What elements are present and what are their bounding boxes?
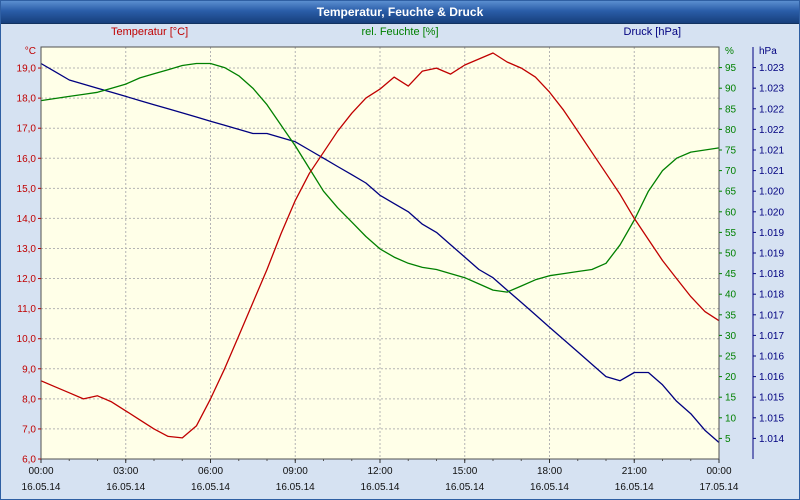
svg-text:9,0: 9,0 xyxy=(22,364,36,375)
svg-text:13,0: 13,0 xyxy=(17,244,37,255)
svg-text:1.023: 1.023 xyxy=(759,63,784,74)
svg-text:95: 95 xyxy=(725,63,737,74)
svg-text:16.05.14: 16.05.14 xyxy=(106,482,145,493)
svg-text:16.05.14: 16.05.14 xyxy=(361,482,400,493)
svg-text:1.023: 1.023 xyxy=(759,84,784,95)
svg-text:1.015: 1.015 xyxy=(759,413,784,424)
window-title: Temperatur, Feuchte & Druck xyxy=(1,1,799,24)
svg-text:15,0: 15,0 xyxy=(17,184,37,195)
svg-text:16.05.14: 16.05.14 xyxy=(615,482,654,493)
svg-text:00:00: 00:00 xyxy=(706,466,731,477)
svg-text:80: 80 xyxy=(725,125,737,136)
svg-text:1.017: 1.017 xyxy=(759,310,784,321)
svg-text:17,0: 17,0 xyxy=(17,124,37,135)
humidity-axis-title: rel. Feuchte [%] xyxy=(361,26,439,38)
svg-text:85: 85 xyxy=(725,104,737,115)
svg-text:65: 65 xyxy=(725,187,737,198)
svg-text:1.018: 1.018 xyxy=(759,269,784,280)
svg-text:15: 15 xyxy=(725,393,737,404)
svg-text:16.05.14: 16.05.14 xyxy=(276,482,315,493)
svg-text:1.016: 1.016 xyxy=(759,352,784,363)
svg-text:40: 40 xyxy=(725,290,737,301)
svg-text:75: 75 xyxy=(725,146,737,157)
svg-text:03:00: 03:00 xyxy=(113,466,138,477)
svg-text:06:00: 06:00 xyxy=(198,466,223,477)
temperature-axis-title: Temperatur [°C] xyxy=(111,26,189,38)
svg-text:55: 55 xyxy=(725,228,737,239)
svg-text:30: 30 xyxy=(725,331,737,342)
svg-text:1.020: 1.020 xyxy=(759,207,784,218)
svg-text:1.016: 1.016 xyxy=(759,372,784,383)
svg-text:50: 50 xyxy=(725,249,737,260)
svg-text:25: 25 xyxy=(725,352,737,363)
svg-text:10: 10 xyxy=(725,413,737,424)
svg-text:18,0: 18,0 xyxy=(17,94,37,105)
svg-text:5: 5 xyxy=(725,434,731,445)
svg-text:1.017: 1.017 xyxy=(759,331,784,342)
svg-text:17.05.14: 17.05.14 xyxy=(700,482,739,493)
svg-text:18:00: 18:00 xyxy=(537,466,562,477)
svg-text:1.022: 1.022 xyxy=(759,125,784,136)
svg-text:35: 35 xyxy=(725,310,737,321)
svg-text:21:00: 21:00 xyxy=(622,466,647,477)
svg-text:1.015: 1.015 xyxy=(759,393,784,404)
svg-text:1.020: 1.020 xyxy=(759,187,784,198)
svg-text:10,0: 10,0 xyxy=(17,334,37,345)
svg-text:8,0: 8,0 xyxy=(22,394,36,405)
svg-text:12:00: 12:00 xyxy=(367,466,392,477)
svg-text:16.05.14: 16.05.14 xyxy=(191,482,230,493)
svg-text:19,0: 19,0 xyxy=(17,64,37,75)
svg-text:1.018: 1.018 xyxy=(759,290,784,301)
svg-text:00:00: 00:00 xyxy=(28,466,53,477)
svg-text:hPa: hPa xyxy=(759,46,777,57)
svg-text:09:00: 09:00 xyxy=(283,466,308,477)
svg-text:45: 45 xyxy=(725,269,737,280)
svg-text:1.019: 1.019 xyxy=(759,228,784,239)
svg-text:°C: °C xyxy=(25,46,36,57)
svg-text:1.021: 1.021 xyxy=(759,146,784,157)
svg-text:%: % xyxy=(725,46,734,57)
svg-text:15:00: 15:00 xyxy=(452,466,477,477)
axis-titles-row: Temperatur [°C] rel. Feuchte [%] Druck [… xyxy=(1,26,799,40)
pressure-axis-title: Druck [hPa] xyxy=(623,26,681,38)
svg-text:7,0: 7,0 xyxy=(22,424,36,435)
svg-text:1.014: 1.014 xyxy=(759,434,784,445)
svg-text:1.019: 1.019 xyxy=(759,249,784,260)
svg-text:20: 20 xyxy=(725,372,737,383)
svg-text:16.05.14: 16.05.14 xyxy=(445,482,484,493)
svg-text:11,0: 11,0 xyxy=(17,304,36,315)
chart-plot: 19,0 18,0 17,0 16,0 15,0 14,0 13,0 12,0 11,0 10,0… xyxy=(17,46,785,493)
svg-text:16.05.14: 16.05.14 xyxy=(22,482,61,493)
svg-text:16,0: 16,0 xyxy=(17,154,37,165)
svg-text:16.05.14: 16.05.14 xyxy=(530,482,569,493)
svg-text:14,0: 14,0 xyxy=(17,214,37,225)
svg-text:1.022: 1.022 xyxy=(759,104,784,115)
svg-text:12,0: 12,0 xyxy=(17,274,37,285)
svg-text:70: 70 xyxy=(725,166,737,177)
svg-text:6,0: 6,0 xyxy=(22,455,36,466)
svg-text:90: 90 xyxy=(725,84,737,95)
svg-text:1.021: 1.021 xyxy=(759,166,784,177)
svg-text:60: 60 xyxy=(725,207,737,218)
